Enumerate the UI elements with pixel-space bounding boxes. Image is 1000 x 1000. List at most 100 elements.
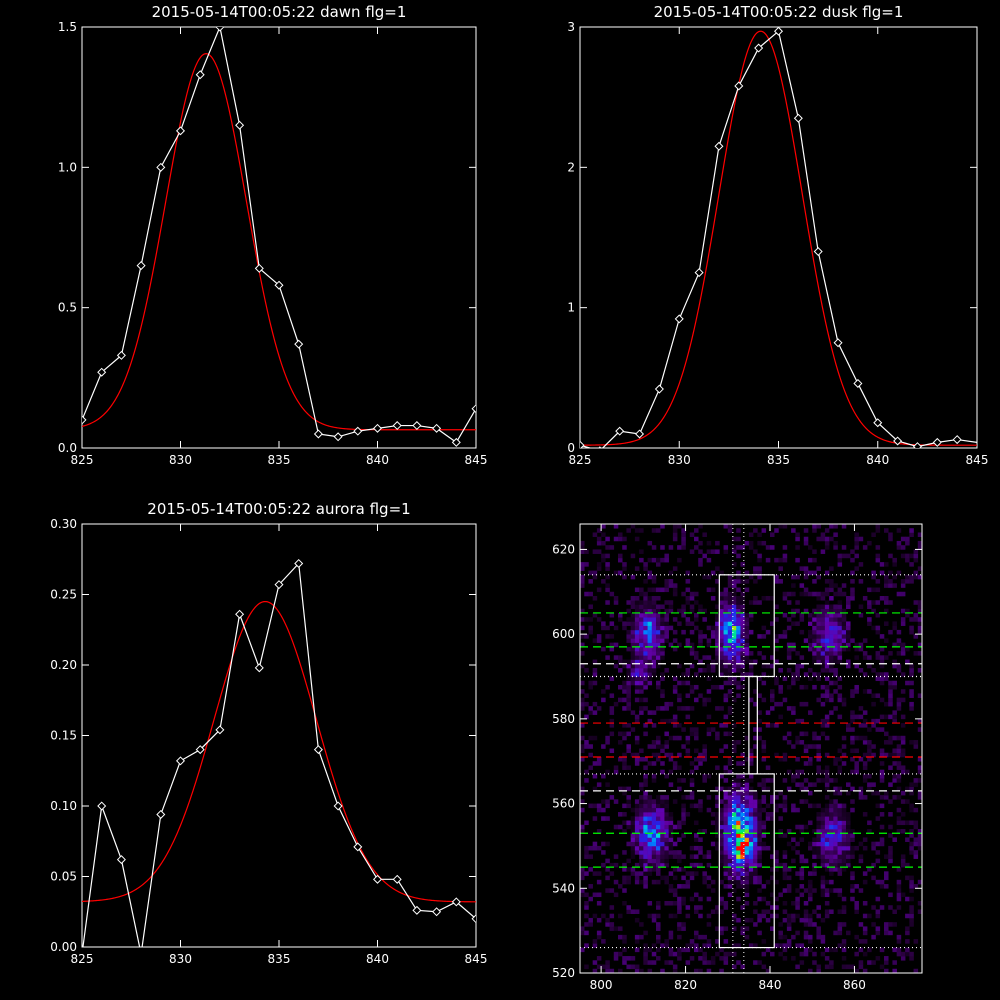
heatmap-cell [748, 807, 754, 813]
heatmap-cell [846, 964, 851, 970]
heatmap-cell [630, 604, 636, 610]
heatmap-cell [732, 562, 737, 567]
heatmap-cell [765, 968, 771, 974]
heatmap-cell [605, 587, 610, 593]
heatmap-cell [786, 655, 792, 660]
heatmap-cell [732, 545, 737, 550]
heatmap-cell [850, 850, 855, 855]
heatmap-cell [626, 659, 631, 665]
heatmap-cell [732, 790, 737, 796]
heatmap-cell [909, 532, 914, 538]
heatmap-cell [774, 528, 779, 533]
heatmap-cell [689, 782, 695, 787]
heatmap-cell [824, 947, 830, 953]
heatmap-cell [774, 850, 779, 855]
heatmap-cell [803, 744, 809, 749]
heatmap-cell [656, 905, 661, 910]
heatmap-cell [896, 629, 902, 635]
heatmap-cell [719, 862, 724, 868]
heatmap-cell [905, 680, 910, 686]
heatmap-cell [584, 668, 589, 673]
heatmap-cell [634, 735, 640, 741]
data-point [432, 907, 442, 917]
heatmap-cell [765, 710, 771, 715]
heatmap-cell [656, 621, 661, 626]
heatmap-cell [896, 786, 902, 792]
heatmap-cell [770, 799, 775, 804]
heatmap-cell [753, 841, 758, 847]
heatmap-cell [774, 617, 779, 622]
heatmap-cell [917, 795, 923, 800]
heatmap-cell [626, 964, 631, 970]
heatmap-cell [647, 668, 653, 673]
heatmap-cell [643, 756, 648, 762]
heatmap-cell [715, 579, 720, 584]
heatmap-cell [862, 718, 868, 724]
heatmap-cell [672, 867, 678, 872]
heatmap-cell [837, 828, 843, 834]
heatmap-cell [753, 824, 758, 830]
heatmap-cell [719, 854, 724, 859]
heatmap-cell [833, 845, 838, 851]
heatmap-cell [782, 888, 788, 893]
heatmap-cell [736, 600, 741, 605]
heatmap-cell [727, 663, 733, 669]
heatmap-cell [630, 642, 636, 648]
heatmap-cell [634, 833, 640, 838]
heatmap-cell [744, 672, 750, 677]
heatmap-cell [664, 943, 669, 948]
heatmap-cell [795, 841, 800, 847]
heatmap-cell [820, 642, 826, 648]
heatmap-cell [694, 943, 699, 948]
heatmap-cell [647, 947, 653, 953]
heatmap-cell [719, 570, 724, 576]
heatmap-cell [694, 655, 699, 660]
heatmap-cell [723, 545, 729, 550]
heatmap-cell [664, 553, 669, 559]
heatmap-cell [786, 651, 792, 656]
heatmap-cell [744, 934, 750, 940]
heatmap-cell [799, 824, 805, 830]
heatmap-cell [841, 591, 847, 597]
heatmap-cell [778, 816, 783, 821]
data-point [412, 421, 422, 431]
heatmap-cell [647, 596, 653, 601]
heatmap-cell [867, 600, 872, 605]
heatmap-cell [656, 735, 661, 741]
heatmap-cell [913, 820, 919, 826]
heatmap-cell [774, 680, 779, 686]
heatmap-cell [634, 668, 640, 673]
heatmap-cell [613, 625, 619, 631]
heatmap-cell [816, 828, 821, 834]
heatmap-cell [778, 579, 783, 584]
heatmap-cell [660, 638, 665, 643]
heatmap-cell [706, 689, 712, 694]
heatmap-cell [630, 909, 636, 914]
heatmap-cell [723, 680, 729, 686]
heatmap-cell [740, 672, 745, 677]
heatmap-cell [736, 884, 741, 889]
heatmap-cell [681, 629, 686, 635]
heatmap-cell [888, 532, 893, 538]
heatmap-cell [905, 930, 910, 936]
y-tick-label: 600 [552, 627, 575, 641]
heatmap-cell [846, 596, 851, 601]
heatmap-cell [791, 642, 796, 648]
heatmap-cell [740, 964, 745, 970]
heatmap-cell [580, 888, 585, 893]
heatmap-cell [820, 816, 826, 821]
heatmap-cell [770, 697, 775, 703]
heatmap-cell [694, 748, 699, 754]
heatmap-cell [812, 579, 817, 584]
heatmap-cell [841, 824, 847, 830]
heatmap-cell [689, 604, 695, 610]
heatmap-cell [634, 714, 640, 720]
heatmap-cell [656, 854, 661, 859]
heatmap-cell [626, 748, 631, 754]
heatmap-cell [664, 625, 669, 631]
heatmap-cell [829, 612, 834, 618]
heatmap-cell [723, 591, 729, 597]
heatmap-cell [841, 752, 847, 758]
heatmap-cell [618, 884, 623, 889]
heatmap-cell [677, 680, 682, 686]
